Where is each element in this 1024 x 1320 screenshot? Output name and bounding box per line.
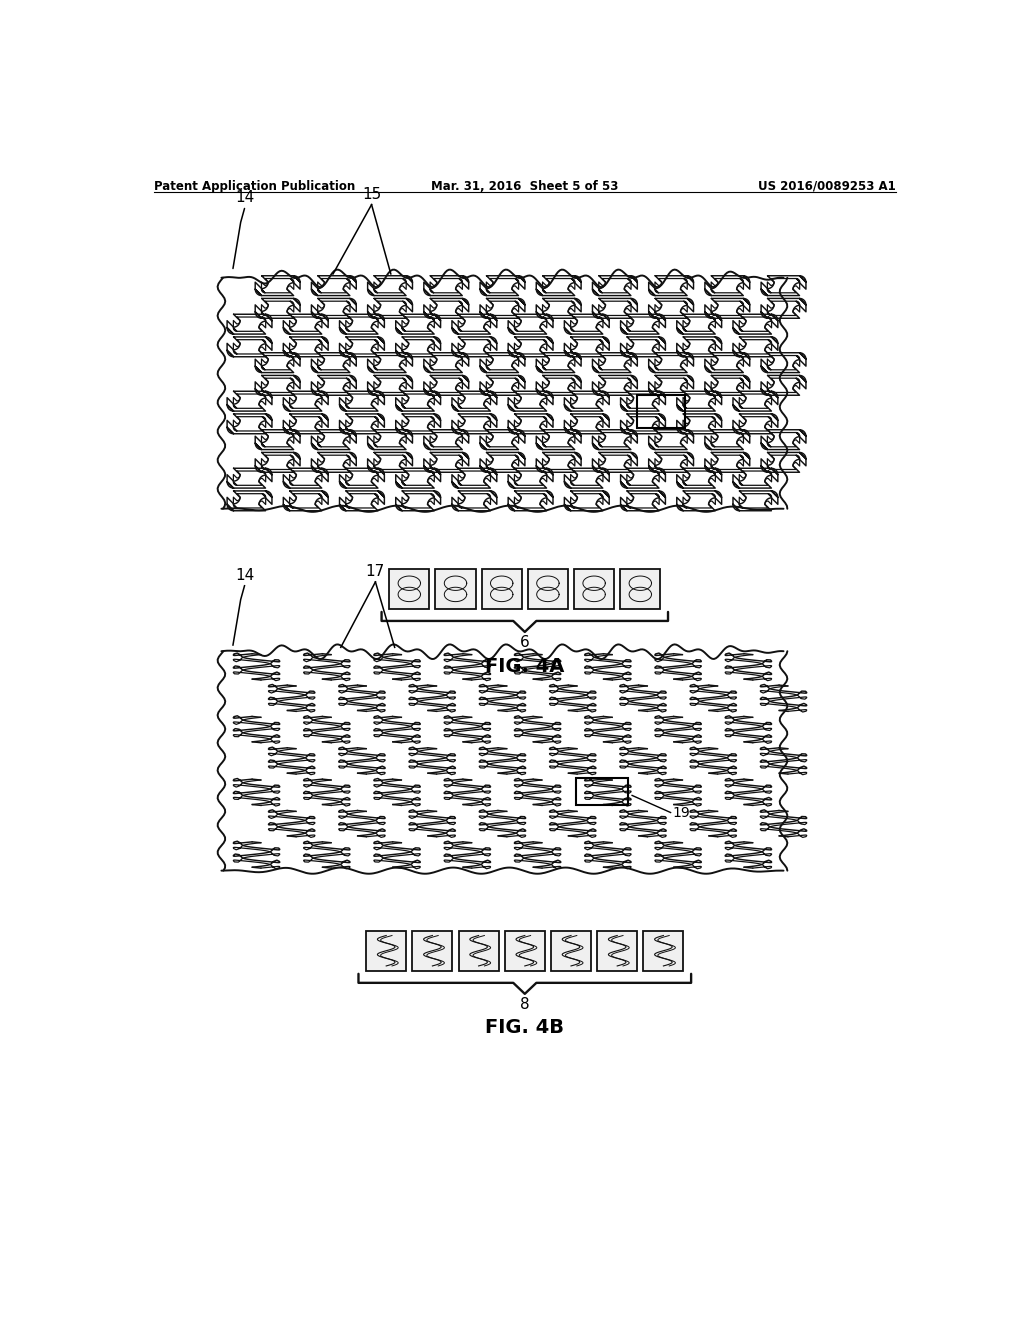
Text: FIG. 4B: FIG. 4B [485,1019,564,1038]
Text: US 2016/0089253 A1: US 2016/0089253 A1 [758,180,896,193]
Bar [528,569,568,609]
Bar [643,931,683,970]
Bar [575,779,629,805]
Text: 6: 6 [520,635,529,649]
Bar [367,931,407,970]
Bar [505,931,545,970]
Bar [389,569,429,609]
Bar [574,569,614,609]
Text: 19: 19 [672,805,690,820]
Bar [481,569,521,609]
Bar [459,931,499,970]
Bar [597,931,637,970]
Text: 15: 15 [361,186,381,202]
Bar [637,395,685,428]
Bar [551,931,591,970]
Text: FIG. 4A: FIG. 4A [485,656,564,676]
Text: 17: 17 [366,564,385,579]
Bar [435,569,475,609]
Text: 14: 14 [234,190,254,206]
Text: Patent Application Publication: Patent Application Publication [154,180,355,193]
Text: Mar. 31, 2016  Sheet 5 of 53: Mar. 31, 2016 Sheet 5 of 53 [431,180,618,193]
Bar [413,931,453,970]
Text: 8: 8 [520,997,529,1012]
Bar [621,569,660,609]
Text: 14: 14 [234,568,254,582]
